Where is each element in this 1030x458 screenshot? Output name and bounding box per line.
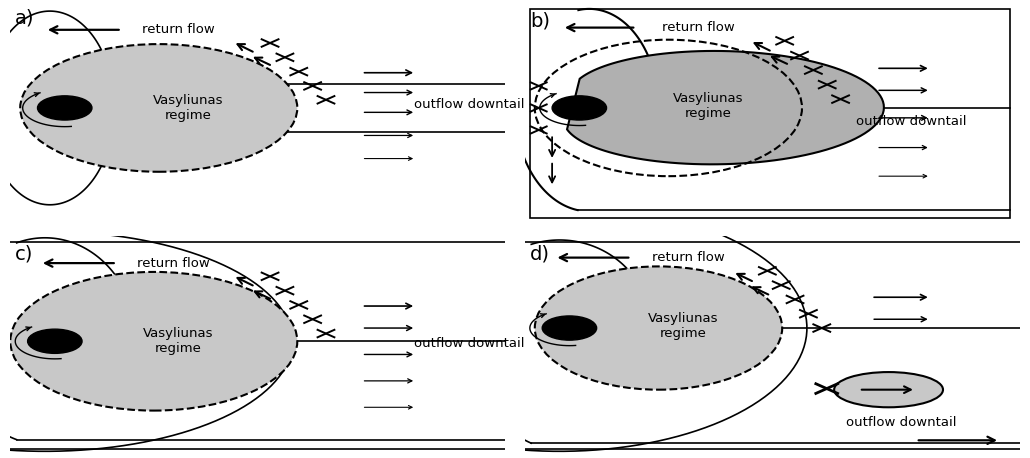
Ellipse shape — [535, 267, 782, 390]
Text: outflow downtail: outflow downtail — [414, 98, 524, 111]
Text: outflow downtail: outflow downtail — [846, 416, 956, 429]
Text: return flow: return flow — [142, 23, 215, 36]
Text: Vasyliunas
regime: Vasyliunas regime — [153, 94, 224, 122]
Ellipse shape — [21, 44, 298, 172]
Polygon shape — [568, 51, 884, 164]
Circle shape — [552, 96, 607, 120]
Circle shape — [37, 96, 92, 120]
Ellipse shape — [834, 372, 943, 407]
Text: a): a) — [15, 9, 35, 28]
Text: return flow: return flow — [137, 256, 210, 270]
Text: Vasyliunas
regime: Vasyliunas regime — [648, 312, 719, 340]
Text: c): c) — [15, 245, 34, 263]
Text: outflow downtail: outflow downtail — [414, 337, 524, 350]
Ellipse shape — [10, 272, 298, 410]
Text: b): b) — [529, 11, 550, 30]
Text: Vasyliunas
regime: Vasyliunas regime — [673, 92, 744, 120]
Text: d): d) — [529, 245, 550, 263]
Text: outflow downtail: outflow downtail — [856, 114, 966, 128]
Circle shape — [28, 329, 82, 354]
Text: return flow: return flow — [652, 251, 724, 264]
Text: Vasyliunas
regime: Vasyliunas regime — [143, 327, 214, 355]
Text: return flow: return flow — [661, 21, 734, 34]
Circle shape — [542, 316, 596, 340]
